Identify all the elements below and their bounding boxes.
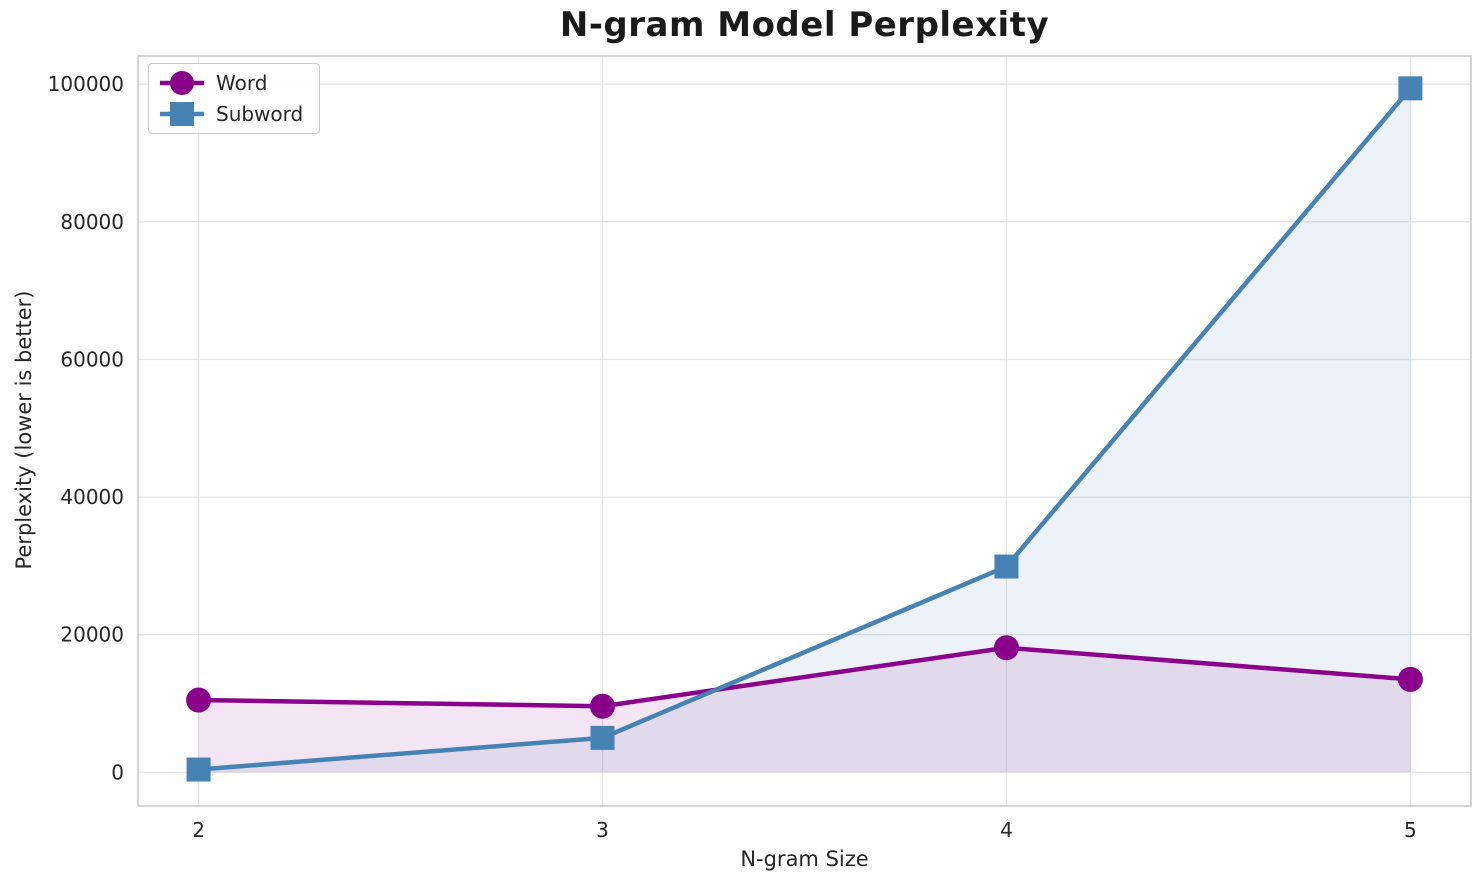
legend-label-word: Word [216,71,268,95]
x-tick-label: 3 [596,818,609,842]
y-tick-label: 100000 [48,72,124,96]
subword-series-marker-icon [160,102,204,126]
y-tick-label: 0 [111,760,124,784]
word-marker [186,687,212,713]
legend: Word Subword [148,63,321,134]
x-tick-label: 5 [1404,818,1417,842]
word-line [196,645,1413,709]
word-marker [1397,666,1423,692]
legend-item-word: Word [157,68,303,98]
word-marker [993,635,1019,661]
subword-line [196,86,1413,772]
y-tick-label: 20000 [60,623,124,647]
legend-item-subword: Subword [157,99,303,129]
x-axis-label: N-gram Size [740,847,869,871]
word-marker [590,693,616,719]
word-area [198,647,1411,773]
y-tick-label: 80000 [60,210,124,234]
legend-label-subword: Subword [216,102,304,126]
y-tick-label: 40000 [60,485,124,509]
subword-marker [186,757,211,782]
x-tick-label: 4 [1000,818,1013,842]
y-axis-label: Perplexity (lower is better) [12,290,36,570]
x-tick-label: 2 [192,818,205,842]
word-series-marker-icon [160,71,204,95]
chart-title: N-gram Model Perplexity [559,5,1050,45]
subword-marker [1398,76,1423,101]
subword-marker [590,725,615,750]
y-tick-label: 60000 [60,347,124,371]
subword-marker [994,554,1019,579]
plot-frame [137,55,1472,807]
subword-area [198,88,1411,773]
